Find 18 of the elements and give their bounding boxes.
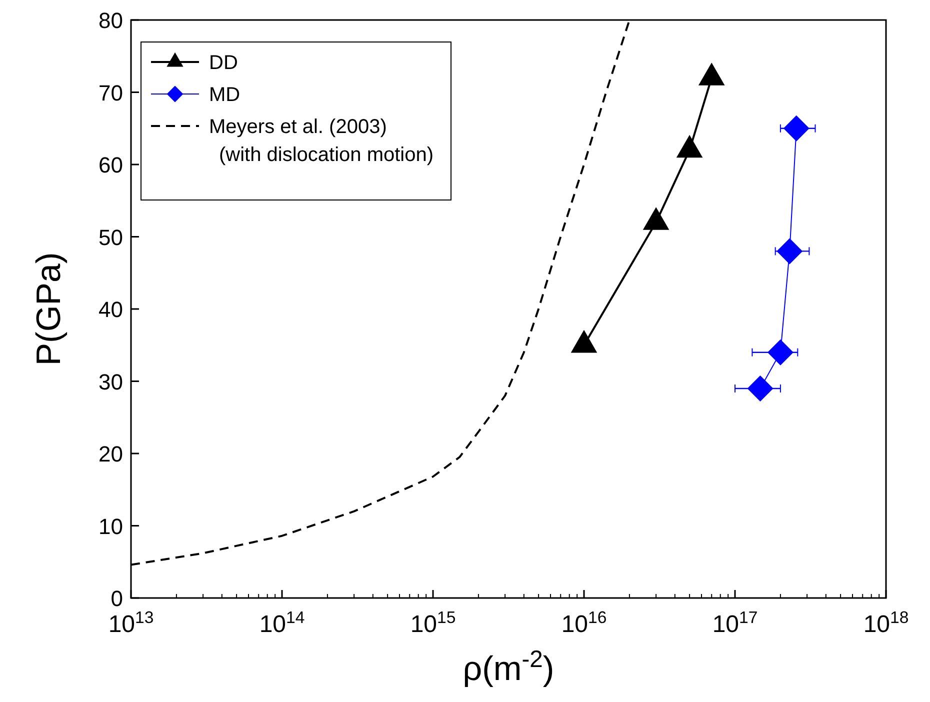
y-tick-label: 40 — [98, 297, 123, 322]
y-tick-label: 30 — [98, 369, 123, 394]
y-tick-label: 10 — [98, 514, 123, 539]
x-axis-title: ρ(m$^{-2}$) — [462, 646, 554, 688]
y-tick-label: 60 — [98, 152, 123, 178]
y-tick-label: 20 — [98, 442, 123, 466]
legend-label: Meyers et al. (2003) (with dislocation motion) — [209, 116, 434, 166]
y-axis-title: P(GPa) — [30, 252, 68, 366]
y-tick-label: 70 — [98, 80, 123, 106]
x-tick-label: 10$^{14}$ — [259, 608, 305, 638]
x-tick-label: 10$^{17}$ — [712, 608, 758, 638]
legend-label: DD — [209, 52, 238, 74]
y-tick-label: 50 — [98, 224, 123, 250]
legend-label: MD — [209, 84, 240, 106]
x-tick-label: 10$^{18}$ — [863, 608, 909, 638]
x-tick-label: 10$^{16}$ — [561, 608, 607, 638]
y-tick-label: 80 — [98, 8, 123, 33]
x-tick-label: 10$^{15}$ — [410, 608, 456, 638]
